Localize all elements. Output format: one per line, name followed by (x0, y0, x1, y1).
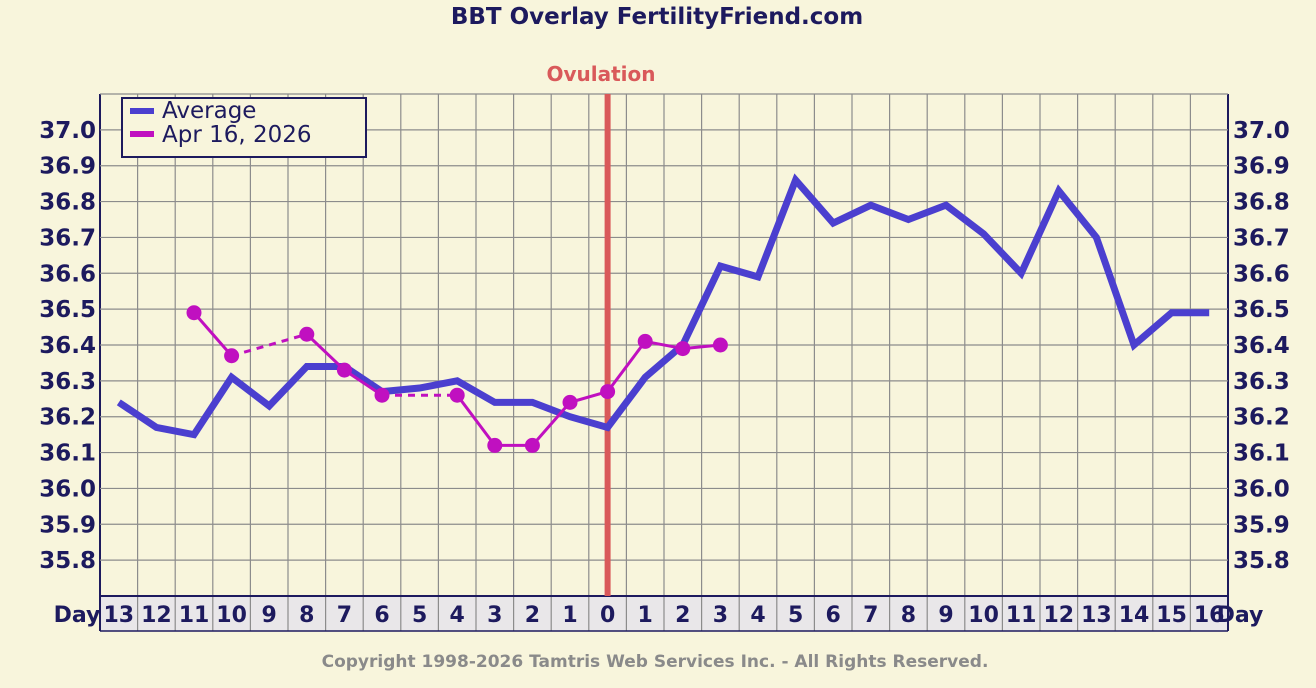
y-tick-label-left: 36.7 (39, 225, 96, 251)
cycle-point (224, 348, 240, 364)
cycle-point (562, 394, 578, 410)
cycle-point (637, 333, 653, 349)
y-tick-label-left: 36.2 (39, 405, 96, 431)
cycle-segment (192, 311, 233, 357)
y-tick-label-left: 36.8 (39, 190, 96, 216)
x-tick-label: 1 (562, 603, 577, 628)
y-tick-label-right: 36.2 (1233, 405, 1290, 431)
cycle-segment (531, 401, 572, 447)
cycle-point (712, 337, 728, 353)
x-tick-label: 11 (179, 603, 210, 628)
y-tick-label-left: 36.6 (39, 261, 96, 287)
y-tick-label-right: 36.4 (1233, 333, 1290, 359)
cycle-segment (606, 340, 647, 393)
y-tick-label-left: 36.4 (39, 333, 96, 359)
x-tick-label: 10 (216, 603, 247, 628)
y-tick-label-left: 36.9 (39, 154, 96, 180)
x-tick-label: 12 (1043, 603, 1074, 628)
y-tick-label-right: 36.8 (1233, 190, 1290, 216)
cycle-point (186, 305, 202, 321)
x-tick-label: 16 (1194, 603, 1225, 628)
y-axis-left: 35.8 35.9 36.0 36.1 36.2 36.3 36.4 36.5 36.6 36.7… (39, 118, 96, 574)
legend-label-average: Average (162, 98, 256, 124)
x-tick-label: 6 (826, 603, 841, 628)
x-tick-label: 11 (1006, 603, 1037, 628)
x-tick-label: 5 (788, 603, 803, 628)
x-tick-label: 2 (675, 603, 690, 628)
cycle-segment (343, 368, 383, 397)
x-tick-label: 2 (525, 603, 540, 628)
x-tick-label: 14 (1119, 603, 1150, 628)
y-tick-label-right: 35.9 (1233, 512, 1290, 538)
series-average (116, 173, 1210, 439)
cycle-point (449, 387, 465, 403)
y-tick-label-left: 36.0 (39, 476, 96, 502)
y-tick-label-left: 35.9 (39, 512, 96, 538)
y-tick-label-right: 36.0 (1233, 476, 1290, 502)
y-tick-label-right: 36.3 (1233, 369, 1290, 395)
x-tick-label: 13 (1081, 603, 1112, 628)
y-tick-label-right: 36.7 (1233, 225, 1290, 251)
x-tick-label: 7 (337, 603, 352, 628)
y-tick-label-right: 36.1 (1233, 441, 1290, 467)
x-tick-label: 15 (1156, 603, 1187, 628)
cycle-segment (305, 333, 346, 372)
x-axis-label-left: Day (54, 603, 101, 628)
cycle-segment-dashed (231, 332, 308, 358)
legend-label-cycle: Apr 16, 2026 (162, 122, 312, 148)
y-tick-label-right: 35.8 (1233, 548, 1290, 574)
x-tick-label: 12 (141, 603, 172, 628)
y-tick-label-left: 37.0 (39, 118, 96, 144)
x-tick-label: 1 (638, 603, 653, 628)
chart-title: BBT Overlay FertilityFriend.com (451, 4, 863, 30)
cycle-segment (455, 394, 497, 447)
x-tick-label: 6 (374, 603, 389, 628)
x-tick-label: 7 (863, 603, 878, 628)
x-tick-label: 4 (750, 603, 765, 628)
cycle-point (487, 437, 503, 453)
x-tick-label: 0 (600, 603, 615, 628)
x-tick-label: 9 (938, 603, 953, 628)
y-tick-label-right: 36.6 (1233, 261, 1290, 287)
y-tick-label-left: 35.8 (39, 548, 96, 574)
cycle-point (600, 384, 616, 400)
x-tick-label: 8 (299, 603, 314, 628)
y-tick-label-left: 36.3 (39, 369, 96, 395)
cycle-point (675, 341, 691, 357)
y-tick-label-right: 36.5 (1233, 297, 1290, 323)
y-tick-label-right: 36.9 (1233, 154, 1290, 180)
legend: Average Apr 16, 2026 (121, 97, 367, 158)
y-tick-label-left: 36.5 (39, 297, 96, 323)
x-tick-label: 5 (412, 603, 427, 628)
series-cycle (186, 305, 728, 453)
cycle-point (336, 362, 352, 378)
x-tick-label: 9 (262, 603, 277, 628)
x-axis-days: 13 12 11 10 9 8 7 6 5 4 3 2 1 0 1 2 3 4 5 6 7 8 9 10 11 12 13 14 15 1… (103, 603, 1224, 628)
y-axis-right: 35.8 35.9 36.0 36.1 36.2 36.3 36.4 36.5 36.6 36.7… (1233, 118, 1290, 574)
x-tick-label: 10 (968, 603, 999, 628)
x-tick-label: 8 (901, 603, 916, 628)
ovulation-label: Ovulation (546, 62, 655, 86)
cycle-point (374, 387, 390, 403)
x-axis-label-right: Day (1217, 603, 1264, 628)
cycle-point (299, 326, 315, 342)
x-tick-label: 4 (450, 603, 465, 628)
x-tick-label: 3 (487, 603, 502, 628)
copyright-text: Copyright 1998-2026 Tamtris Web Services… (322, 652, 989, 672)
y-tick-label-left: 36.1 (39, 441, 96, 467)
cycle-point (524, 437, 540, 453)
x-tick-label: 13 (103, 603, 134, 628)
x-tick-label: 3 (713, 603, 728, 628)
y-tick-label-right: 37.0 (1233, 118, 1290, 144)
average-line (116, 173, 1210, 439)
legend-box (121, 97, 367, 158)
